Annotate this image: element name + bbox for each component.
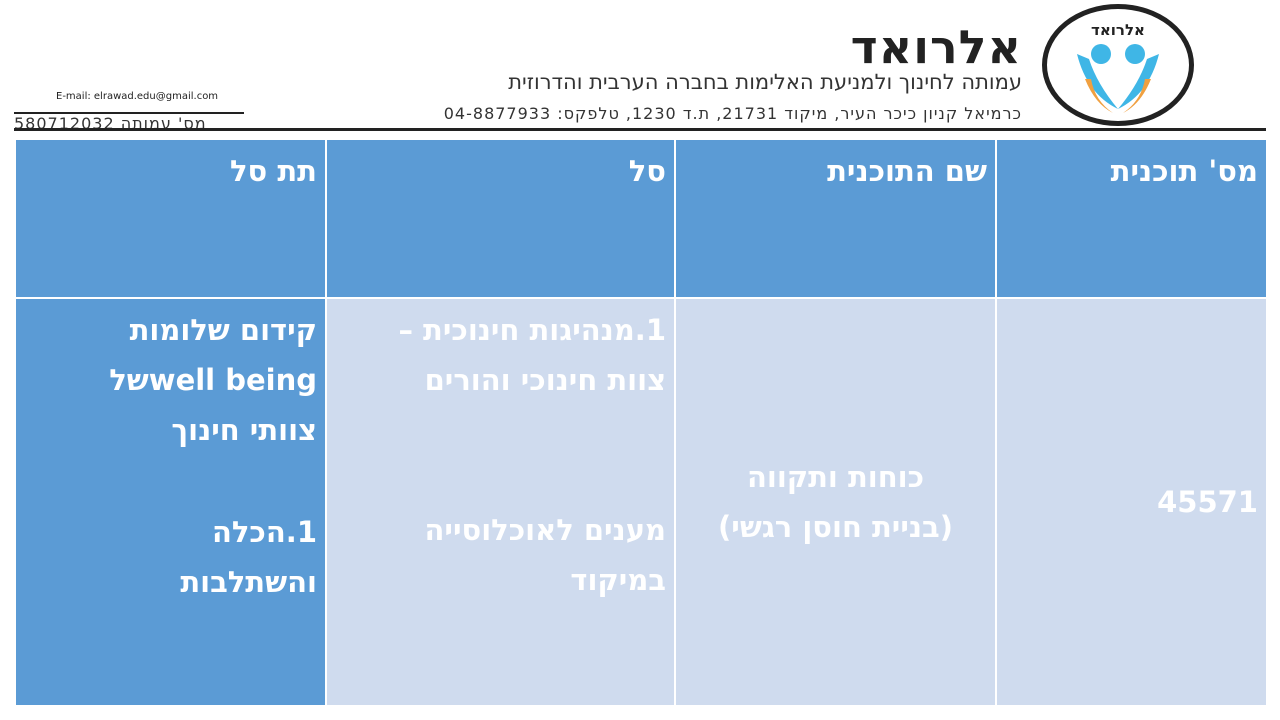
program-number: 45571 bbox=[1157, 485, 1258, 519]
header-divider bbox=[14, 128, 1266, 131]
address: כרמיאל קניון כיכר העיר, מיקוד 21731, ת.ד… bbox=[443, 104, 1022, 123]
cell-basket: 1.מנהיגות חינוכית – צוות חינוכי והורים מ… bbox=[325, 297, 676, 707]
basket-line: 1.מנהיגות חינוכית – bbox=[398, 313, 666, 347]
brand-name: אלרואד bbox=[850, 20, 1022, 74]
basket-line: צוות חינוכי והורים bbox=[424, 363, 666, 397]
sub-basket-line: והשתלבות bbox=[180, 565, 317, 599]
sub-basket-line: צוותי חינוך bbox=[171, 413, 317, 447]
program-name-line: כוחות ותקווה bbox=[746, 460, 925, 494]
tagline: עמותה לחינוך ולמניעת האלימות בחברה הערבי… bbox=[508, 70, 1022, 94]
sub-basket-line: קידום שלומות bbox=[129, 313, 317, 347]
header-basket: סל bbox=[325, 138, 676, 299]
table-header-row: מס' תוכנית שם התוכנית סל תת סל bbox=[14, 138, 1268, 299]
basket-line: מענים לאוכלוסייה bbox=[424, 513, 666, 547]
programs-table: מס' תוכנית שם התוכנית סל תת סל 45571 כוח… bbox=[14, 138, 1268, 707]
sub-basket-line: 1.הכלה bbox=[211, 515, 317, 549]
header-program-name: שם התוכנית bbox=[674, 138, 997, 299]
header-program-number: מס' תוכנית bbox=[995, 138, 1268, 299]
logo: אלרואד bbox=[1042, 4, 1194, 126]
svg-text:אלרואד: אלרואד bbox=[1091, 21, 1145, 39]
sub-basket-line: well beingשל bbox=[109, 363, 317, 397]
program-name-line: (בניית חוסן רגשי) bbox=[718, 510, 953, 544]
cell-program-number: 45571 bbox=[995, 297, 1268, 707]
cell-program-name: כוחות ותקווה (בניית חוסן רגשי) bbox=[674, 297, 997, 707]
cell-sub-basket: קידום שלומות well beingשל צוותי חינוך 1.… bbox=[14, 297, 327, 707]
header-sub-basket: תת סל bbox=[14, 138, 327, 299]
email: E-mail: elrawad.edu@gmail.com bbox=[56, 91, 219, 102]
logo-icon: אלרואד bbox=[1077, 21, 1159, 113]
table-row: 45571 כוחות ותקווה (בניית חוסן רגשי) 1.מ… bbox=[14, 297, 1268, 707]
basket-line: במיקוד bbox=[570, 563, 666, 597]
